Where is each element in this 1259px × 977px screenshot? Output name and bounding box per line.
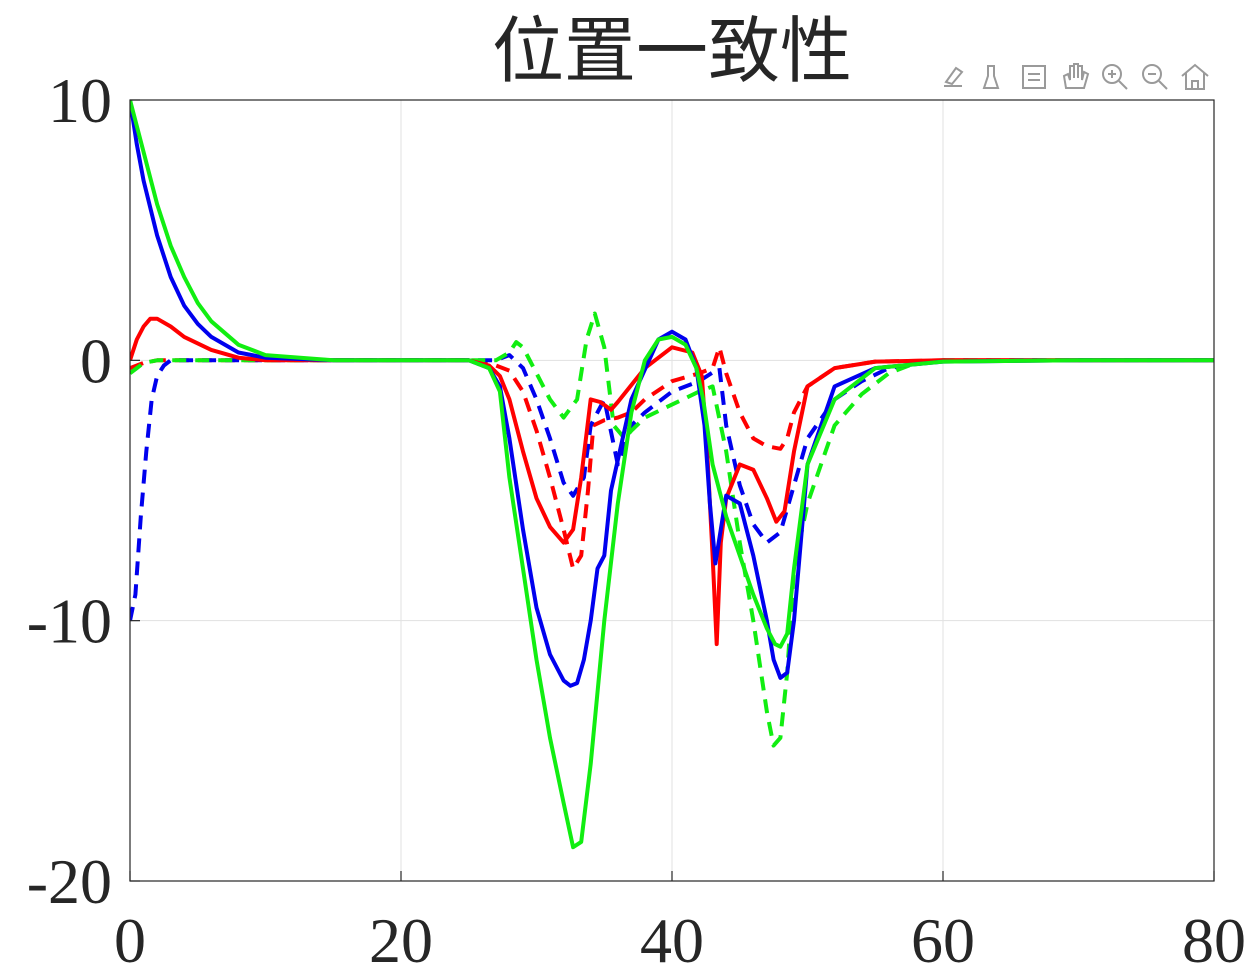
- x-axis: 0 20 40 60 80: [114, 871, 1246, 976]
- y-axis: 10 0 -10 -20: [27, 65, 140, 917]
- x-tick-label: 80: [1182, 905, 1246, 976]
- series-line-1: [130, 316, 1214, 647]
- x-tick-label: 60: [911, 905, 975, 976]
- y-tick-label: 10: [48, 65, 112, 136]
- zoom-in-icon[interactable]: [1102, 64, 1128, 90]
- pan-hand-icon[interactable]: [1062, 63, 1090, 89]
- x-tick-label: 20: [369, 905, 433, 976]
- data-tips-icon[interactable]: [1022, 65, 1046, 89]
- series-line-2: [130, 99, 1214, 688]
- axes-toolbar: [944, 63, 1209, 90]
- data-series: [130, 99, 1214, 850]
- series-line-5: [130, 353, 1214, 622]
- data-brush-icon[interactable]: [982, 65, 1000, 89]
- series-line-3: [130, 99, 1214, 850]
- zoom-out-icon[interactable]: [1142, 64, 1168, 90]
- x-tick-label: 0: [114, 905, 146, 976]
- grid-lines: [130, 100, 1214, 881]
- y-tick-label: -10: [27, 586, 112, 657]
- y-tick-label: 0: [80, 325, 112, 396]
- x-tick-label: 40: [640, 905, 704, 976]
- home-icon[interactable]: [1181, 63, 1209, 90]
- y-tick-label: -20: [27, 846, 112, 917]
- chart-title: 位置一致性: [492, 9, 852, 93]
- brush-export-icon[interactable]: [944, 66, 964, 87]
